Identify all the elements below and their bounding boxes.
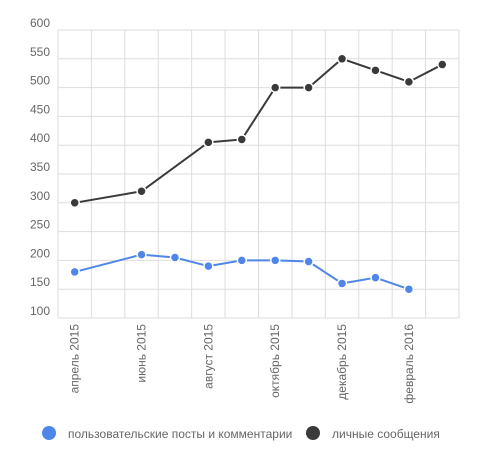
y-tick-label: 550 (30, 45, 50, 59)
y-tick-label: 250 (30, 218, 50, 232)
data-point[interactable] (236, 134, 248, 145)
y-tick-label: 300 (30, 189, 50, 203)
series-posts (69, 249, 415, 295)
x-axis-tick-labels: апрель 2015 июнь 2015 август 2015 октябрь 2… (68, 324, 416, 404)
series-messages (69, 53, 448, 209)
data-point[interactable] (336, 278, 348, 289)
x-tick-label: февраль 2016 (402, 324, 416, 404)
legend-marker-messages[interactable] (306, 426, 320, 440)
data-point[interactable] (403, 76, 415, 88)
legend-label-posts[interactable]: пользовательские посты и комментарии (68, 427, 292, 441)
data-point[interactable] (269, 82, 281, 93)
grid (57, 29, 460, 319)
x-tick-label: декабрь 2015 (335, 324, 349, 400)
data-point[interactable] (336, 53, 348, 65)
y-tick-label: 400 (30, 131, 50, 145)
data-point[interactable] (169, 252, 181, 263)
y-tick-label: 450 (30, 102, 50, 116)
data-point[interactable] (303, 82, 314, 93)
legend-label-messages[interactable]: личные сообщения (332, 427, 440, 441)
data-point[interactable] (370, 65, 381, 76)
data-point[interactable] (370, 272, 381, 283)
data-point[interactable] (69, 197, 80, 209)
series-line (74, 253, 410, 291)
legend: пользовательские посты и комментарии лич… (42, 426, 440, 441)
legend-marker-posts[interactable] (42, 426, 56, 440)
y-tick-label: 500 (30, 74, 50, 88)
data-point[interactable] (136, 249, 147, 260)
data-point[interactable] (236, 255, 248, 266)
x-tick-label: октябрь 2015 (268, 324, 282, 398)
series-layer (69, 53, 448, 295)
y-tick-label: 350 (30, 160, 50, 174)
data-point[interactable] (303, 256, 314, 267)
data-point[interactable] (203, 137, 214, 148)
y-tick-label: 200 (30, 246, 50, 260)
data-point[interactable] (269, 255, 281, 266)
x-tick-label: июнь 2015 (135, 324, 149, 383)
y-tick-label: 100 (30, 304, 50, 318)
data-point[interactable] (136, 186, 147, 197)
data-point[interactable] (203, 260, 214, 272)
y-axis-tick-labels: 100 150 200 250 300 350 400 450 500 550 600 (30, 16, 50, 318)
y-tick-label: 600 (30, 16, 50, 30)
data-point[interactable] (437, 59, 448, 70)
x-tick-label: август 2015 (201, 324, 215, 389)
series-line (74, 57, 443, 204)
x-tick-label: апрель 2015 (68, 324, 82, 394)
y-tick-label: 150 (30, 275, 50, 289)
data-point[interactable] (69, 266, 80, 278)
data-point[interactable] (403, 283, 415, 295)
